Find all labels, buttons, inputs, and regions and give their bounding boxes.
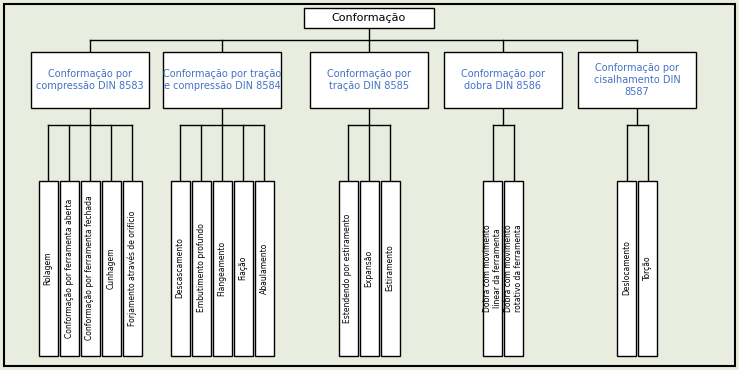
FancyBboxPatch shape — [101, 181, 120, 356]
Text: Estendendo por estiramento: Estendendo por estiramento — [344, 213, 353, 323]
FancyBboxPatch shape — [578, 52, 696, 108]
FancyBboxPatch shape — [234, 181, 253, 356]
Text: Expansão: Expansão — [364, 249, 373, 286]
Text: Dobra com movimento
rotativo da ferramenta: Dobra com movimento rotativo da ferramen… — [504, 224, 523, 312]
Text: Abaulamento: Abaulamento — [259, 242, 268, 294]
Text: Estiramento: Estiramento — [386, 245, 395, 292]
Text: Conformação: Conformação — [332, 13, 406, 23]
FancyBboxPatch shape — [338, 181, 358, 356]
Text: Deslocamento: Deslocamento — [622, 240, 631, 295]
Text: Dobra com movimento
linear da ferramenta: Dobra com movimento linear da ferramenta — [483, 224, 503, 312]
Text: Conformação por
dobra DIN 8586: Conformação por dobra DIN 8586 — [461, 69, 545, 91]
FancyBboxPatch shape — [163, 52, 281, 108]
Text: Descascamento: Descascamento — [175, 238, 185, 299]
FancyBboxPatch shape — [381, 181, 400, 356]
Text: Torção: Torção — [643, 256, 652, 280]
FancyBboxPatch shape — [123, 181, 141, 356]
FancyBboxPatch shape — [304, 8, 434, 28]
FancyBboxPatch shape — [4, 4, 735, 366]
FancyBboxPatch shape — [444, 52, 562, 108]
Text: Conformação por
tração DIN 8585: Conformação por tração DIN 8585 — [327, 69, 411, 91]
FancyBboxPatch shape — [213, 181, 231, 356]
Text: Fiação: Fiação — [239, 256, 248, 280]
FancyBboxPatch shape — [483, 181, 502, 356]
FancyBboxPatch shape — [60, 181, 78, 356]
Text: Conformação por ferramenta fechada: Conformação por ferramenta fechada — [86, 196, 95, 340]
FancyBboxPatch shape — [504, 181, 523, 356]
Text: Cunhagem: Cunhagem — [106, 247, 115, 289]
Text: Forjamento através de orifício: Forjamento através de orifício — [127, 210, 137, 326]
Text: Embutimento profundo: Embutimento profundo — [197, 223, 205, 312]
FancyBboxPatch shape — [310, 52, 428, 108]
Text: Rolagem: Rolagem — [44, 251, 52, 285]
Text: Flangeamento: Flangeamento — [217, 240, 226, 296]
FancyBboxPatch shape — [191, 181, 211, 356]
FancyBboxPatch shape — [617, 181, 636, 356]
Text: Conformação por
cisalhamento DIN
8587: Conformação por cisalhamento DIN 8587 — [593, 63, 681, 97]
Text: Conformação por ferramenta aberta: Conformação por ferramenta aberta — [64, 198, 73, 338]
Text: Conformação por tração
e compressão DIN 8584: Conformação por tração e compressão DIN … — [163, 69, 281, 91]
FancyBboxPatch shape — [38, 181, 58, 356]
FancyBboxPatch shape — [254, 181, 273, 356]
FancyBboxPatch shape — [359, 181, 378, 356]
Text: Conformação por
compressão DIN 8583: Conformação por compressão DIN 8583 — [36, 69, 144, 91]
FancyBboxPatch shape — [638, 181, 657, 356]
FancyBboxPatch shape — [171, 181, 189, 356]
FancyBboxPatch shape — [81, 181, 100, 356]
FancyBboxPatch shape — [31, 52, 149, 108]
